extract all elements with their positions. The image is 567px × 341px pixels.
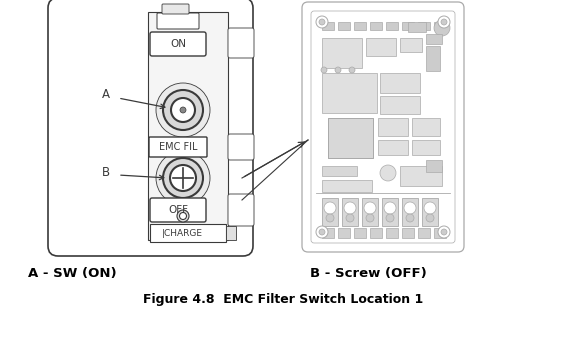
Text: B: B [102,165,110,178]
Circle shape [424,202,436,214]
Bar [322,198,338,226]
Bar [418,22,430,30]
FancyBboxPatch shape [149,137,207,157]
Bar [370,22,382,30]
Circle shape [180,107,186,113]
Bar [328,118,373,158]
Bar [422,198,438,226]
Circle shape [319,229,325,235]
FancyBboxPatch shape [302,2,464,252]
Bar [328,118,373,158]
FancyBboxPatch shape [48,0,253,256]
Circle shape [316,16,328,28]
Bar [434,22,446,30]
FancyBboxPatch shape [228,194,254,226]
Text: Figure 4.8  EMC Filter Switch Location 1: Figure 4.8 EMC Filter Switch Location 1 [143,294,423,307]
Circle shape [180,212,187,220]
Bar [382,198,398,226]
Circle shape [170,165,196,191]
Bar [354,22,366,30]
Circle shape [321,67,327,73]
Bar [426,160,442,172]
Text: EMC FIL: EMC FIL [159,142,197,152]
Bar [338,22,350,30]
Bar [402,22,414,30]
FancyBboxPatch shape [157,13,199,29]
Circle shape [171,98,195,122]
Bar [322,228,334,238]
Bar [412,140,440,155]
Circle shape [335,67,341,73]
Circle shape [349,67,355,73]
Circle shape [364,202,376,214]
Circle shape [346,214,354,222]
Circle shape [324,202,336,214]
Text: B - Screw (OFF): B - Screw (OFF) [310,267,427,281]
Circle shape [177,210,189,222]
Circle shape [156,151,210,205]
Bar [322,180,372,192]
Bar [380,73,420,93]
FancyBboxPatch shape [311,11,455,243]
Bar [150,224,226,242]
Bar [400,38,422,52]
FancyBboxPatch shape [228,28,254,58]
Bar [408,22,426,32]
Bar [370,228,382,238]
Bar [426,46,440,71]
Bar [412,118,440,136]
Bar [378,118,408,136]
Bar [380,96,420,114]
Bar [378,140,408,155]
FancyBboxPatch shape [150,198,206,222]
FancyBboxPatch shape [228,134,254,160]
Circle shape [156,83,210,137]
Circle shape [163,90,203,130]
Circle shape [386,214,394,222]
Circle shape [163,158,203,198]
Bar [148,12,228,240]
Circle shape [319,19,325,25]
Bar [322,166,357,176]
Bar [322,73,377,113]
Circle shape [384,202,396,214]
Text: ON: ON [170,39,186,49]
Circle shape [434,20,450,36]
Circle shape [326,214,334,222]
Text: A - SW (ON): A - SW (ON) [28,267,117,281]
Bar [434,228,446,238]
Circle shape [441,229,447,235]
FancyBboxPatch shape [162,4,189,14]
Bar [362,198,378,226]
Circle shape [438,226,450,238]
Bar [342,198,358,226]
FancyBboxPatch shape [150,32,206,56]
Bar [322,22,334,30]
Circle shape [344,202,356,214]
Circle shape [438,16,450,28]
Bar [386,22,398,30]
Bar [226,226,236,240]
Circle shape [426,214,434,222]
Bar [366,38,396,56]
Circle shape [380,165,396,181]
Circle shape [441,19,447,25]
Bar [400,166,442,186]
Bar [418,228,430,238]
Text: A: A [102,89,110,102]
Bar [402,228,414,238]
Bar [354,228,366,238]
Circle shape [406,214,414,222]
Bar [322,38,362,68]
Circle shape [316,226,328,238]
Bar [338,228,350,238]
Bar [402,198,418,226]
Text: OFF: OFF [168,205,188,215]
Bar [426,34,442,44]
Bar [386,228,398,238]
Circle shape [404,202,416,214]
Circle shape [366,214,374,222]
Text: |CHARGE: |CHARGE [162,228,202,237]
